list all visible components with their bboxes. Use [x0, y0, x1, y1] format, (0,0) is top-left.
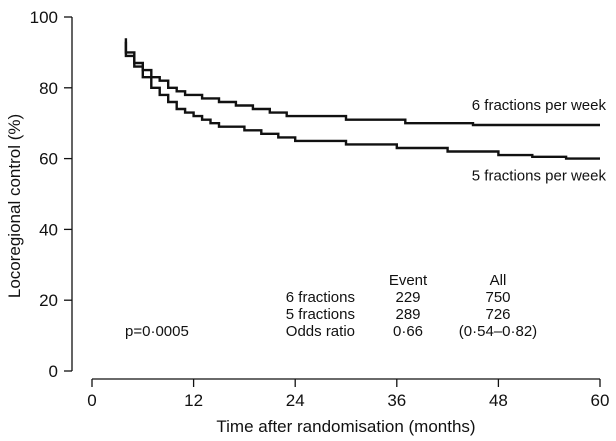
stats-table: Event All 6 fractions 229 750 5 fraction…	[286, 272, 537, 340]
x-tick-label: 48	[489, 391, 508, 410]
table-row-label-odds-ratio: Odds ratio	[286, 323, 355, 340]
table-header-all: All	[490, 272, 507, 289]
x-tick-label: 0	[87, 391, 96, 410]
table-cell-odds-ratio-value: 0·66	[393, 323, 423, 340]
table-row-label-6-fractions: 6 fractions	[286, 289, 355, 306]
table-cell-5-fractions-event: 289	[395, 306, 420, 323]
series-lines	[124, 38, 600, 160]
table-row-label-5-fractions: 5 fractions	[286, 306, 355, 323]
series-label-5-fractions: 5 fractions per week	[472, 168, 607, 185]
y-tick-label: 40	[39, 220, 58, 239]
p-value-annotation: p=0·0005	[125, 323, 189, 340]
y-tick-label: 0	[49, 362, 58, 381]
y-tick-label: 20	[39, 291, 58, 310]
axes: 0 20 40 60 80 100 0 12 24 36 48 60	[30, 8, 610, 410]
series-line-5-fractions	[124, 41, 600, 160]
y-axis-title: Locoregional control (%)	[5, 114, 24, 298]
y-axis-ticks: 0 20 40 60 80 100	[30, 8, 72, 381]
x-tick-label: 36	[387, 391, 406, 410]
x-tick-label: 60	[591, 391, 610, 410]
table-cell-6-fractions-all: 750	[485, 289, 510, 306]
y-tick-label: 60	[39, 150, 58, 169]
x-axis-ticks: 0 12 24 36 48 60	[87, 379, 609, 410]
series-label-6-fractions: 6 fractions per week	[472, 97, 607, 114]
table-cell-5-fractions-all: 726	[485, 306, 510, 323]
series-line-6-fractions	[124, 38, 600, 127]
x-tick-label: 24	[286, 391, 305, 410]
x-tick-label: 12	[184, 391, 203, 410]
table-header-event: Event	[389, 272, 428, 289]
x-axis-title: Time after randomisation (months)	[216, 417, 475, 436]
table-cell-6-fractions-event: 229	[395, 289, 420, 306]
table-cell-odds-ratio-ci: (0·54–0·82)	[459, 323, 537, 340]
y-tick-label: 100	[30, 8, 58, 27]
y-tick-label: 80	[39, 79, 58, 98]
